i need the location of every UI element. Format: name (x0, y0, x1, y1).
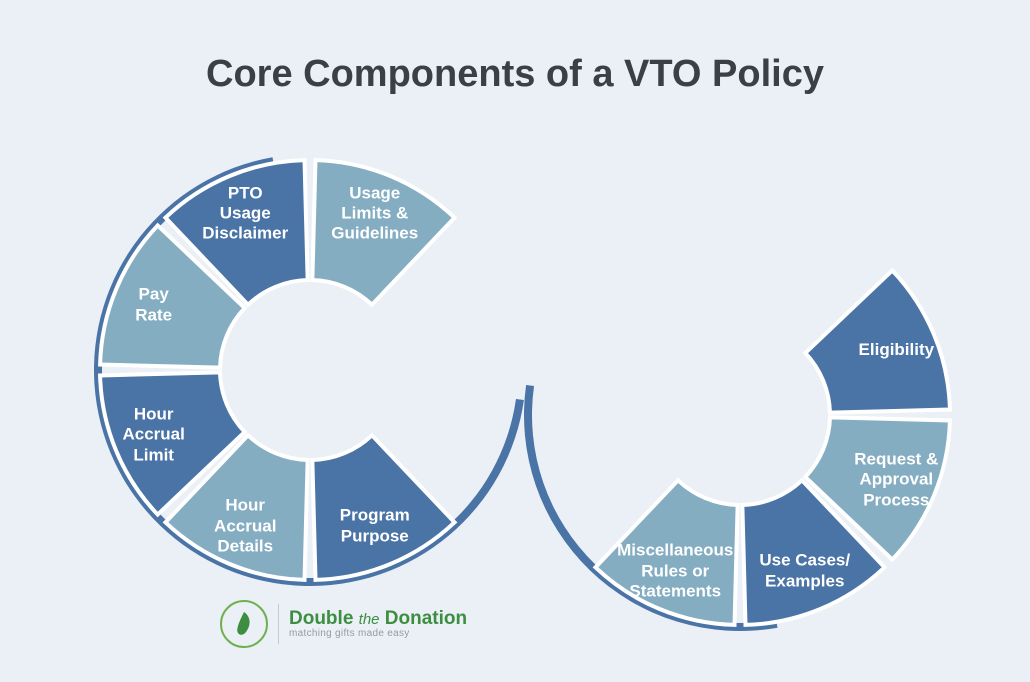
donut-segment (805, 270, 950, 412)
donut-segment (595, 480, 737, 625)
logo-badge-icon (220, 600, 268, 648)
donut-right (520, 195, 960, 635)
donut-segment (312, 435, 454, 580)
brand-logo: Double the Donation Double the Donation … (220, 600, 467, 648)
leaf-note-icon (232, 610, 256, 638)
donut-segment (312, 160, 454, 305)
donut-left (90, 150, 530, 590)
logo-tagline: matching gifts made easy (289, 628, 467, 639)
logo-brand-name: Double the Donation Double the Donation (289, 609, 467, 628)
donut-rim (94, 157, 524, 586)
page-title: Core Components of a VTO Policy (0, 53, 1030, 96)
infographic-canvas: Core Components of a VTO Policy ProgramP… (0, 0, 1030, 682)
logo-divider (278, 604, 279, 644)
logo-text: Double the Donation Double the Donation … (289, 609, 467, 639)
